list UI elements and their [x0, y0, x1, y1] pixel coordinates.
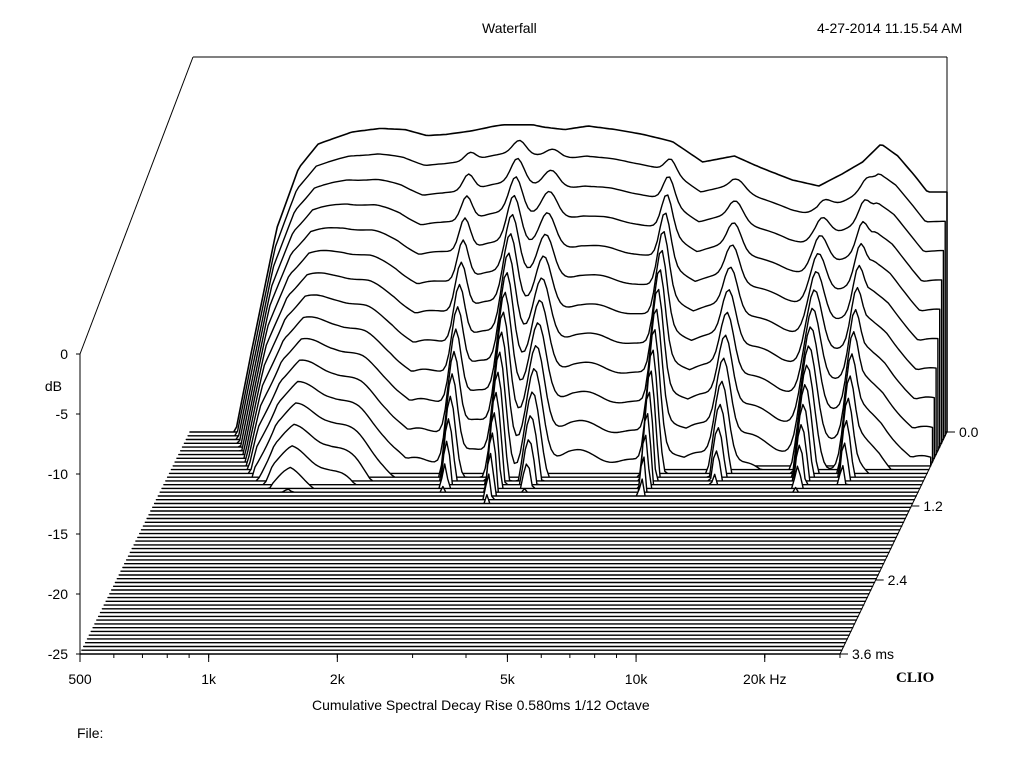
y-tick-label: -25	[48, 646, 68, 662]
waterfall-slices	[79, 124, 948, 655]
file-label: File:	[77, 725, 104, 741]
x-tick-label: 5k	[500, 671, 516, 687]
x-tick-label: 500	[68, 671, 92, 687]
spectral-slice	[163, 391, 923, 486]
y-tick-label: -15	[48, 526, 68, 542]
x-tick-label: 1k	[201, 671, 217, 687]
x-tick-label: 10k	[625, 671, 649, 687]
chart-axes: 0 -5 -10 -15 -20 -25 dB 500 1k 2k 5k 10k 20k Hz 0.0 1.…	[45, 56, 979, 687]
y-tick-label: -10	[48, 466, 68, 482]
x-tick-label: 2k	[330, 671, 346, 687]
spectral-slice	[161, 412, 921, 490]
spectral-slice	[157, 452, 917, 497]
y-tick-label: -5	[56, 406, 69, 422]
spectral-slice	[165, 371, 925, 482]
frame-diagonal-left	[79, 56, 194, 355]
spectral-slice	[159, 432, 919, 493]
spectral-slice	[155, 473, 916, 501]
chart-timestamp: 4-27-2014 11.15.54 AM	[817, 20, 963, 36]
time-tick-label: 0.0	[959, 424, 979, 440]
chart-title: Waterfall	[482, 20, 537, 36]
x-tick-label: 20k Hz	[743, 671, 787, 687]
y-tick-label: -20	[48, 586, 68, 602]
time-axis-line	[839, 431, 948, 655]
spectral-slice	[153, 494, 914, 505]
y-axis-label: dB	[45, 378, 62, 394]
clio-logo: CLIO	[896, 670, 935, 686]
y-tick-label: 0	[60, 346, 68, 362]
spectral-slice	[166, 351, 926, 478]
time-tick-label: 1.2	[923, 498, 943, 514]
time-tick-label: 3.6 ms	[852, 646, 894, 662]
time-tick-label: 2.4	[888, 572, 908, 588]
chart-caption: Cumulative Spectral Decay Rise 0.580ms 1…	[312, 697, 650, 713]
